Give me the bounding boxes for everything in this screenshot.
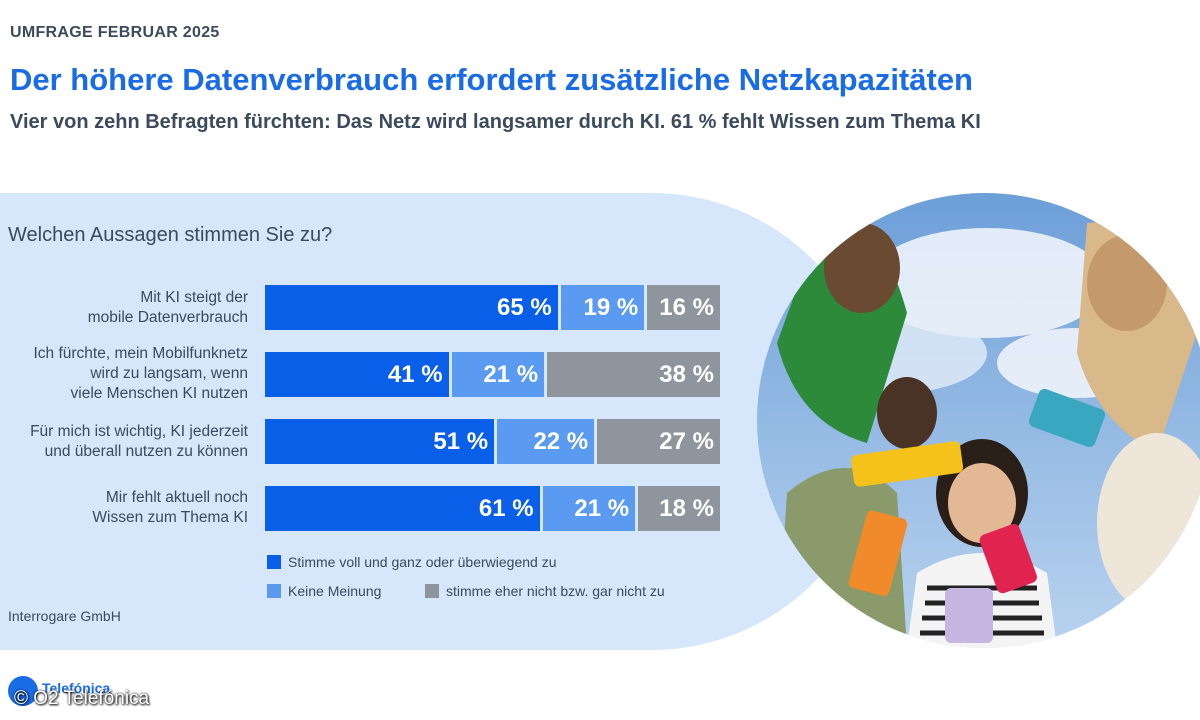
row-label-2: Ich fürchte, mein Mobilfunknetz wird zu … — [0, 344, 248, 404]
bar-row-4-disagree: 18 % — [638, 486, 720, 531]
bar-row-3-agree: 51 % — [265, 419, 495, 464]
bar-value-label: 22 % — [533, 427, 589, 455]
legend-neutral-label: Keine Meinung — [288, 583, 382, 599]
bar-value-label: 38 % — [659, 360, 714, 388]
row-label-1-line-1: Mit KI steigt der — [140, 289, 248, 306]
bar-row-1-disagree: 16 % — [647, 285, 720, 330]
survey-eyebrow: UMFRAGE FEBRUAR 2025 — [10, 24, 220, 41]
legend-disagree-label: stimme eher nicht bzw. gar nicht zu — [446, 583, 665, 599]
legend-disagree-swatch — [425, 584, 439, 598]
bar-value-label: 61 % — [478, 494, 534, 522]
bar-value-label: 21 % — [574, 494, 630, 522]
bar-value-label: 65 % — [497, 293, 552, 321]
legend-agree-swatch — [267, 555, 281, 569]
legend-agree-label: Stimme voll und ganz oder überwiegend zu — [288, 554, 557, 570]
row-label-2-line-3: viele Menschen KI nutzen — [70, 385, 249, 402]
legend-neutral-swatch — [267, 584, 281, 598]
bar-value-label: 41 % — [387, 360, 443, 388]
bar-value-label: 27 % — [659, 427, 714, 455]
bar-row-3-disagree: 27 % — [597, 419, 720, 464]
bar-value-label: 19 % — [583, 293, 639, 321]
bar-value-label: 21 % — [483, 360, 539, 388]
bar-row-1-agree: 65 % — [265, 285, 558, 330]
row-label-1-line-2: mobile Datenverbrauch — [87, 309, 248, 326]
bar-value-label: 16 % — [659, 293, 714, 321]
copyright-watermark: © O2 Telefónica — [14, 688, 150, 709]
brand-name: Telefónica — [42, 680, 111, 696]
bar-row-2-disagree: 38 % — [547, 352, 720, 397]
telefonica-logo-icon — [8, 676, 38, 706]
bar-row-2-agree: 41 % — [265, 352, 449, 397]
page-subtitle: Vier von zehn Befragten fürchten: Das Ne… — [10, 111, 981, 133]
bar-row-1-neutral: 19 % — [560, 285, 645, 330]
legend-disagree: stimme eher nicht bzw. gar nicht zu — [425, 583, 665, 599]
row-label-4: Mir fehlt aktuell noch Wissen zum Thema … — [0, 488, 248, 528]
bar-row-2-neutral: 21 % — [451, 352, 545, 397]
bar-row-4-neutral: 21 % — [542, 486, 636, 531]
people-photo — [757, 193, 1200, 648]
legend-agree: Stimme voll und ganz oder überwiegend zu — [267, 554, 557, 570]
row-label-1: Mit KI steigt der mobile Datenverbrauch — [0, 288, 248, 328]
chart-question: Welchen Aussagen stimmen Sie zu? — [8, 224, 333, 246]
row-label-2-line-1: Ich fürchte, mein Mobilfunknetz — [33, 345, 248, 362]
source-label: Interrogare GmbH — [8, 608, 121, 624]
bar-value-label: 51 % — [433, 427, 489, 455]
row-label-2-line-2: wird zu langsam, wenn — [90, 365, 248, 382]
row-label-4-line-2: Wissen zum Thema KI — [92, 509, 248, 526]
legend-neutral: Keine Meinung — [267, 583, 381, 599]
bar-value-label: 18 % — [659, 494, 714, 522]
row-label-3-line-1: Für mich ist wichtig, KI jederzeit — [30, 423, 248, 440]
row-label-3-line-2: und überall nutzen zu können — [44, 443, 248, 460]
row-label-4-line-1: Mir fehlt aktuell noch — [105, 489, 248, 506]
row-label-3: Für mich ist wichtig, KI jederzeit und ü… — [0, 422, 248, 462]
photo-illustration — [757, 193, 1200, 648]
bar-row-4-agree: 61 % — [265, 486, 540, 531]
page-title: Der höhere Datenverbrauch erfordert zusä… — [10, 62, 973, 97]
bar-row-3-neutral: 22 % — [497, 419, 595, 464]
brand-logo: Telefónica — [8, 676, 178, 714]
